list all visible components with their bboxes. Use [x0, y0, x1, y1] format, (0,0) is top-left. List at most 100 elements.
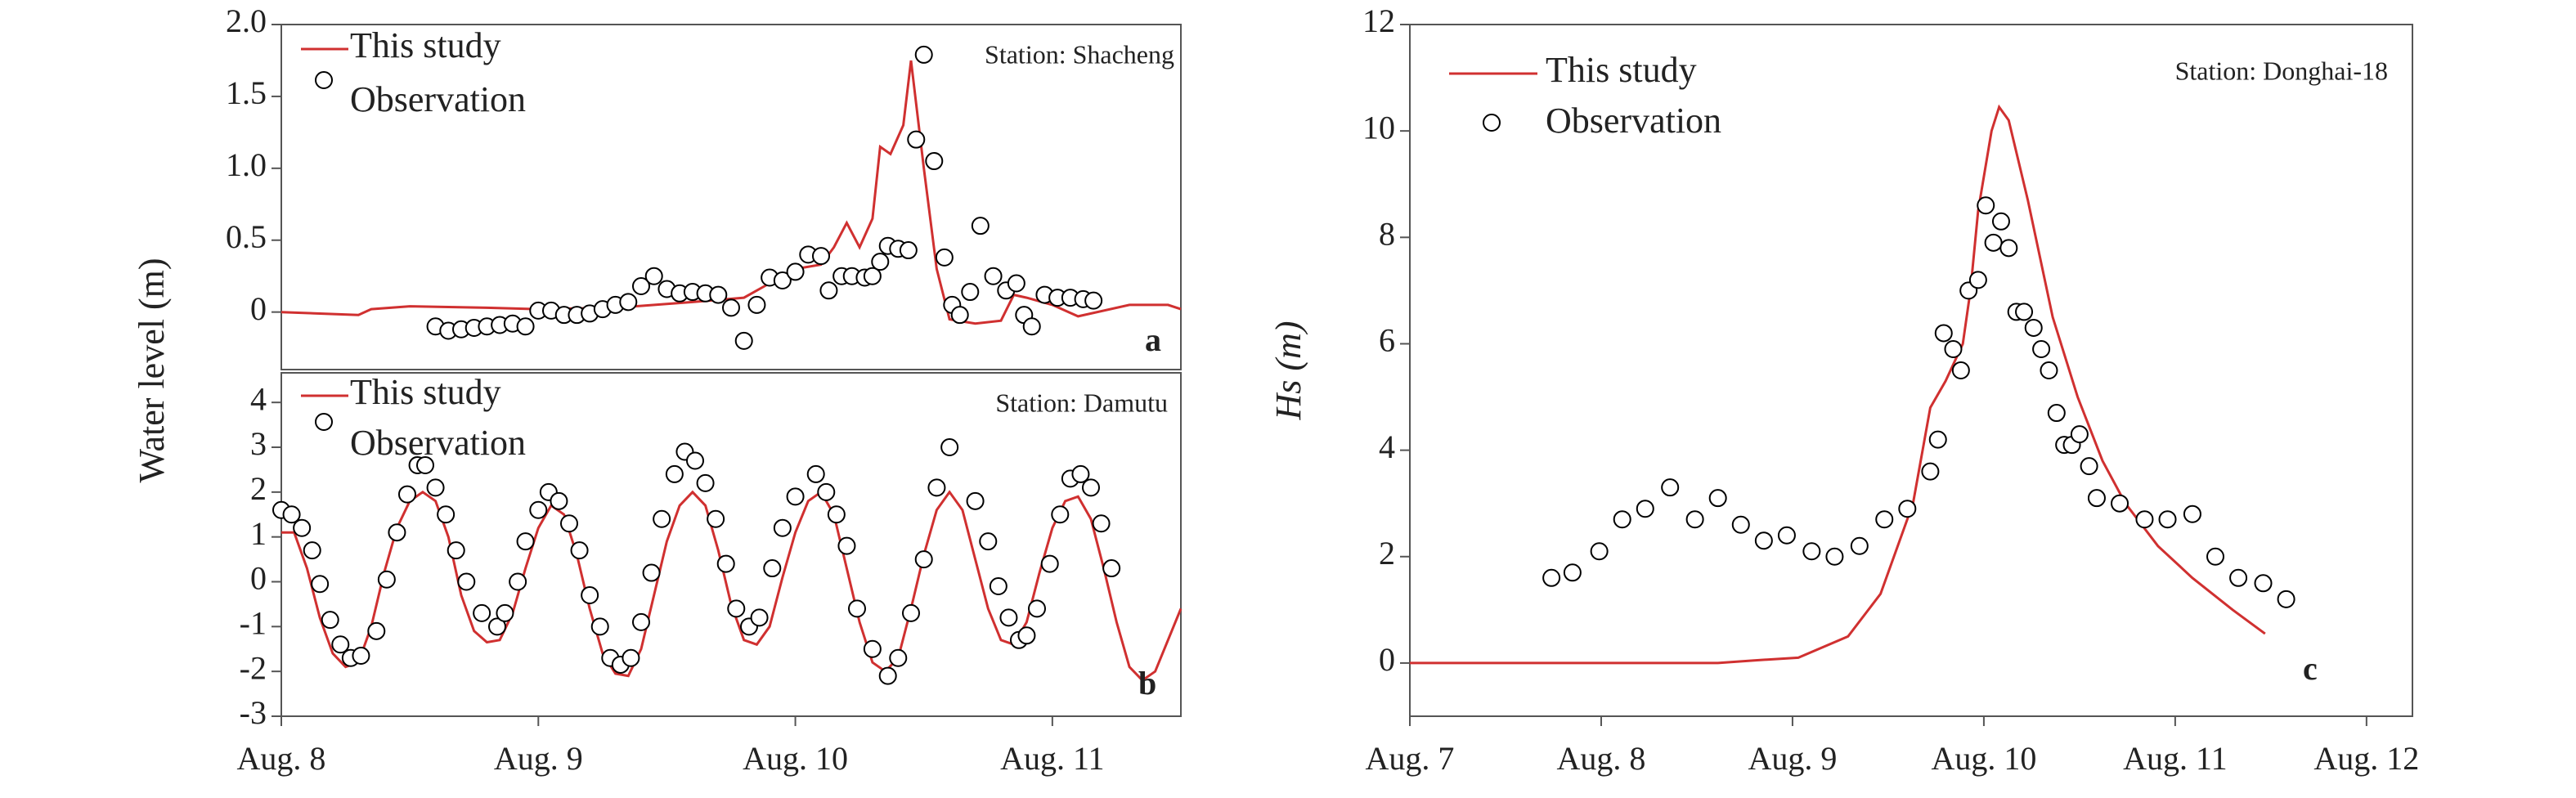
observation-point: [447, 541, 465, 560]
observation-point: [1777, 526, 1796, 545]
observation-point: [529, 500, 548, 519]
observation-point: [1007, 274, 1025, 293]
observation-point: [321, 611, 339, 630]
observation-point: [653, 509, 671, 528]
observation-point: [590, 617, 609, 636]
legend-label: Observation: [350, 79, 526, 119]
observation-point: [1563, 563, 1582, 582]
observation-point: [2183, 504, 2201, 523]
observation-point: [773, 271, 792, 289]
observation-point: [902, 603, 920, 622]
y-tick-label: 0: [250, 290, 267, 327]
observation-point: [940, 438, 959, 457]
x-tick-label: Aug. 10: [743, 740, 848, 777]
y-tick-label: 12: [1362, 2, 1395, 39]
observation-point: [914, 550, 933, 569]
y-tick-label: 4: [250, 380, 267, 417]
observation-point: [925, 152, 944, 171]
observation-point: [388, 523, 406, 542]
observation-point: [581, 585, 599, 604]
observation-point: [398, 485, 416, 504]
observation-point: [642, 563, 661, 582]
observation-point: [871, 253, 890, 271]
observation-point: [2040, 361, 2058, 379]
plot-frame: [1409, 24, 2413, 717]
x-tick-label: Aug. 11: [1000, 740, 1104, 777]
observation-point: [806, 464, 825, 483]
observation-point: [2158, 510, 2177, 529]
observation-point: [863, 267, 882, 285]
observation-point: [686, 451, 704, 470]
observation-point: [644, 267, 663, 285]
observation-point: [984, 267, 1003, 285]
observation-point: [457, 572, 476, 591]
observation-point: [971, 217, 990, 235]
observation-point: [786, 487, 805, 506]
observation-point: [966, 491, 985, 510]
observation-point: [550, 491, 568, 510]
y-tick-label: 1: [250, 515, 267, 552]
observation-point: [2254, 574, 2273, 593]
x-tick-label: Aug. 10: [1931, 740, 2036, 777]
observation-point: [812, 247, 830, 266]
observation-point: [1984, 233, 2003, 252]
observation-point: [1944, 339, 1963, 358]
legend-label: Observation: [1546, 101, 1721, 141]
observation-point: [619, 293, 638, 312]
observation-point: [899, 241, 918, 260]
observation-point: [786, 262, 805, 281]
observation-point: [819, 281, 838, 300]
legend-label: This study: [350, 25, 501, 65]
x-tick-label: Aug. 12: [2313, 740, 2419, 777]
observation-point: [863, 639, 882, 658]
observation-point: [622, 648, 640, 667]
plot-frame: [280, 24, 1182, 370]
legend-marker: [1483, 114, 1501, 132]
observation-point: [2111, 494, 2129, 513]
y-tick-label: 0: [250, 560, 267, 597]
observation-point: [1022, 317, 1041, 336]
x-tick-label: Aug. 9: [1748, 740, 1837, 777]
observation-point: [282, 505, 301, 524]
observation-point: [2277, 590, 2296, 608]
model-line: [1410, 104, 2266, 665]
panel-label: b: [1138, 665, 1156, 702]
observation-point: [2070, 425, 2089, 444]
observation-point: [1084, 291, 1103, 310]
x-tick-label: Aug. 9: [494, 740, 583, 777]
observation-point: [1051, 505, 1070, 524]
observation-point: [560, 514, 578, 533]
observation-point: [1951, 361, 1970, 379]
y-axis-label: Hs (m): [1268, 321, 1308, 421]
observation-point: [1875, 510, 1894, 529]
y-tick-label: 8: [1379, 215, 1395, 252]
observation-point: [2087, 489, 2106, 508]
legend-label: This study: [1546, 50, 1697, 90]
y-tick-label: 4: [1379, 428, 1395, 465]
observation-point: [750, 608, 769, 627]
station-annotation: Station: Donghai-18: [2175, 56, 2388, 85]
observation-point: [727, 599, 746, 618]
observation-point: [2080, 457, 2098, 476]
observation-point: [1928, 430, 1947, 449]
observation-point: [1999, 239, 2018, 258]
observation-point: [999, 608, 1018, 627]
observation-point: [773, 518, 792, 537]
observation-point: [516, 317, 535, 336]
legend-label: Observation: [350, 423, 526, 463]
observation-point: [1802, 542, 1821, 561]
x-tick-label: Aug. 8: [237, 740, 326, 777]
observation-point: [935, 248, 954, 267]
observation-point: [763, 559, 782, 578]
observation-point: [509, 572, 527, 591]
y-tick-label: 6: [1379, 322, 1395, 359]
observation-point: [352, 646, 370, 665]
observation-point: [707, 509, 725, 528]
y-tick-label: 0.5: [226, 218, 267, 255]
y-tick-label: 2: [250, 470, 267, 507]
plot-frame: [280, 372, 1182, 717]
observation-point: [1613, 510, 1631, 529]
x-tick-label: Aug. 8: [1557, 740, 1646, 777]
